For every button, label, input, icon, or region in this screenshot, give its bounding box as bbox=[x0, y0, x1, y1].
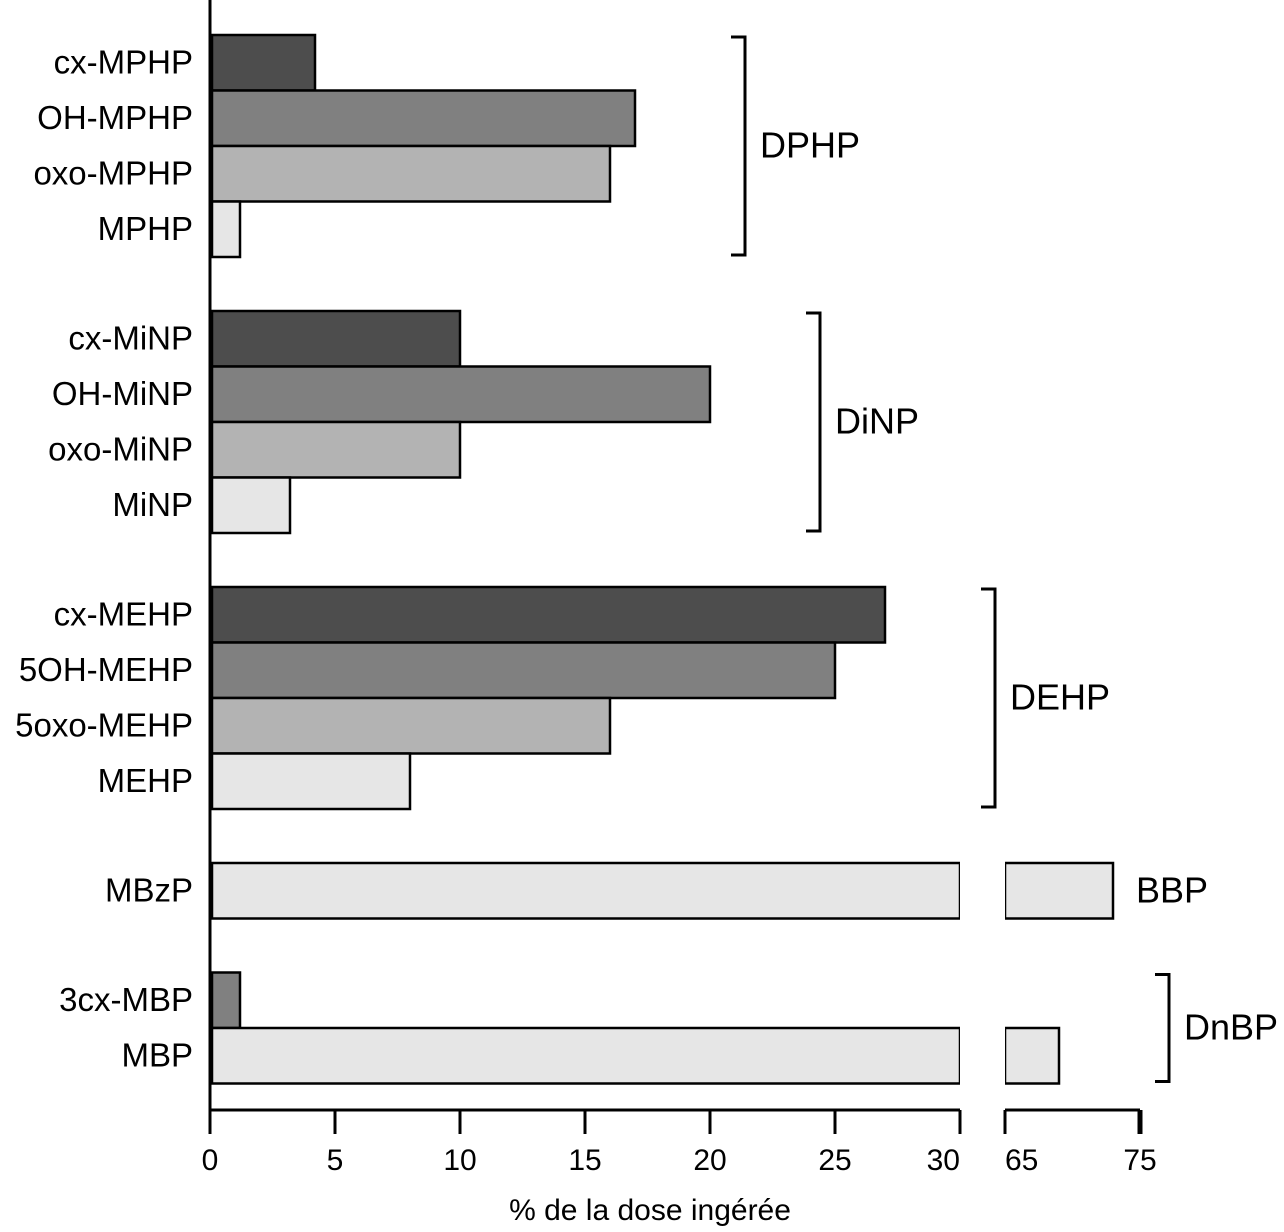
bar bbox=[210, 971, 242, 1030]
category-label: MBzP bbox=[105, 871, 193, 908]
bar bbox=[210, 365, 712, 424]
bar bbox=[210, 1026, 962, 1085]
category-label: 3cx-MBP bbox=[59, 981, 193, 1018]
bar bbox=[210, 641, 837, 700]
x-tick-label: 65 bbox=[1005, 1144, 1038, 1177]
break-mask bbox=[960, 860, 1005, 922]
category-label: cx-MPHP bbox=[54, 43, 193, 80]
x-axis-label: % de la dose ingérée bbox=[509, 1194, 791, 1227]
group-bracket bbox=[1155, 973, 1171, 1083]
bar bbox=[210, 200, 242, 259]
bar bbox=[210, 33, 317, 92]
group-bracket bbox=[731, 35, 747, 257]
category-label: OH-MiNP bbox=[52, 375, 193, 412]
group-label: DnBP bbox=[1184, 1007, 1278, 1048]
category-label: MEHP bbox=[98, 762, 193, 799]
x-tick-label: 25 bbox=[818, 1144, 851, 1177]
bar bbox=[1003, 1026, 1061, 1085]
bar bbox=[210, 144, 612, 203]
bar bbox=[210, 309, 462, 368]
bar bbox=[1003, 861, 1115, 920]
x-tick-label: 15 bbox=[568, 1144, 601, 1177]
category-label: 5OH-MEHP bbox=[19, 651, 193, 688]
bar bbox=[210, 89, 637, 148]
bar bbox=[210, 696, 612, 755]
group-label: BBP bbox=[1136, 869, 1208, 910]
group-bracket bbox=[806, 311, 822, 533]
category-label: MBP bbox=[121, 1036, 193, 1073]
bar bbox=[210, 476, 292, 535]
x-tick-label: 10 bbox=[443, 1144, 476, 1177]
group-label: DEHP bbox=[1010, 677, 1110, 718]
category-label: cx-MEHP bbox=[54, 595, 193, 632]
category-label: 5oxo-MEHP bbox=[15, 706, 193, 743]
group-label: DiNP bbox=[835, 401, 919, 442]
bar bbox=[210, 420, 462, 479]
category-label: cx-MiNP bbox=[68, 319, 193, 356]
break-mask bbox=[960, 1025, 1005, 1087]
x-tick-label: 75 bbox=[1123, 1144, 1156, 1177]
bar bbox=[210, 752, 412, 811]
category-label: MiNP bbox=[112, 486, 193, 523]
x-tick-label: 30 bbox=[927, 1144, 960, 1177]
bar bbox=[210, 585, 887, 644]
category-label: OH-MPHP bbox=[37, 99, 193, 136]
category-label: MPHP bbox=[98, 210, 193, 247]
x-tick-label: 20 bbox=[693, 1144, 726, 1177]
group-label: DPHP bbox=[760, 125, 860, 166]
group-bracket bbox=[981, 587, 997, 809]
x-tick-label: 0 bbox=[202, 1144, 219, 1177]
bar bbox=[210, 861, 962, 920]
x-tick-label: 5 bbox=[327, 1144, 344, 1177]
category-label: oxo-MiNP bbox=[48, 430, 193, 467]
category-label: oxo-MPHP bbox=[33, 154, 193, 191]
